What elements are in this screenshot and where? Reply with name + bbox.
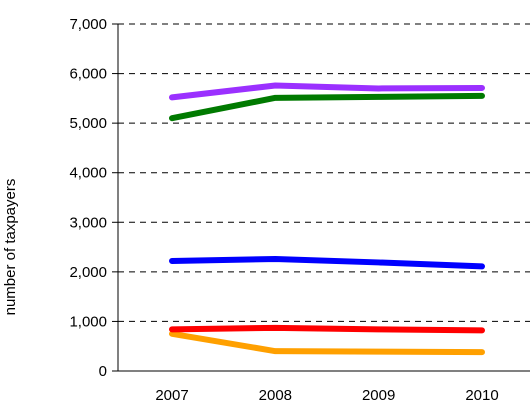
x-tick-label: 2008	[259, 387, 292, 404]
y-tick-label: 0	[99, 363, 107, 380]
x-tick-label: 2009	[362, 387, 395, 404]
y-tick-label: 3,000	[69, 214, 107, 231]
x-tick-label: 2010	[465, 387, 498, 404]
x-tick-label: 2007	[155, 387, 188, 404]
tick-labels: 0 1,000 2,000 3,000 4,000 5,000 6,000 7,000 2007…	[69, 16, 498, 404]
y-tick-label: 4,000	[69, 165, 107, 182]
series-line	[169, 330, 485, 356]
y-axis-title: number of taxpayers	[2, 179, 19, 316]
series	[169, 82, 485, 356]
series-line	[169, 92, 485, 122]
y-tick-label: 1,000	[69, 313, 107, 330]
gridlines	[118, 23, 530, 322]
series-line	[169, 82, 485, 101]
y-tick-label: 5,000	[69, 115, 107, 132]
y-tick-label: 6,000	[69, 66, 107, 83]
series-line	[169, 255, 485, 270]
y-tick-label: 2,000	[69, 264, 107, 281]
series-line	[169, 324, 485, 334]
y-tick-label: 7,000	[69, 16, 107, 33]
axes	[112, 23, 530, 372]
